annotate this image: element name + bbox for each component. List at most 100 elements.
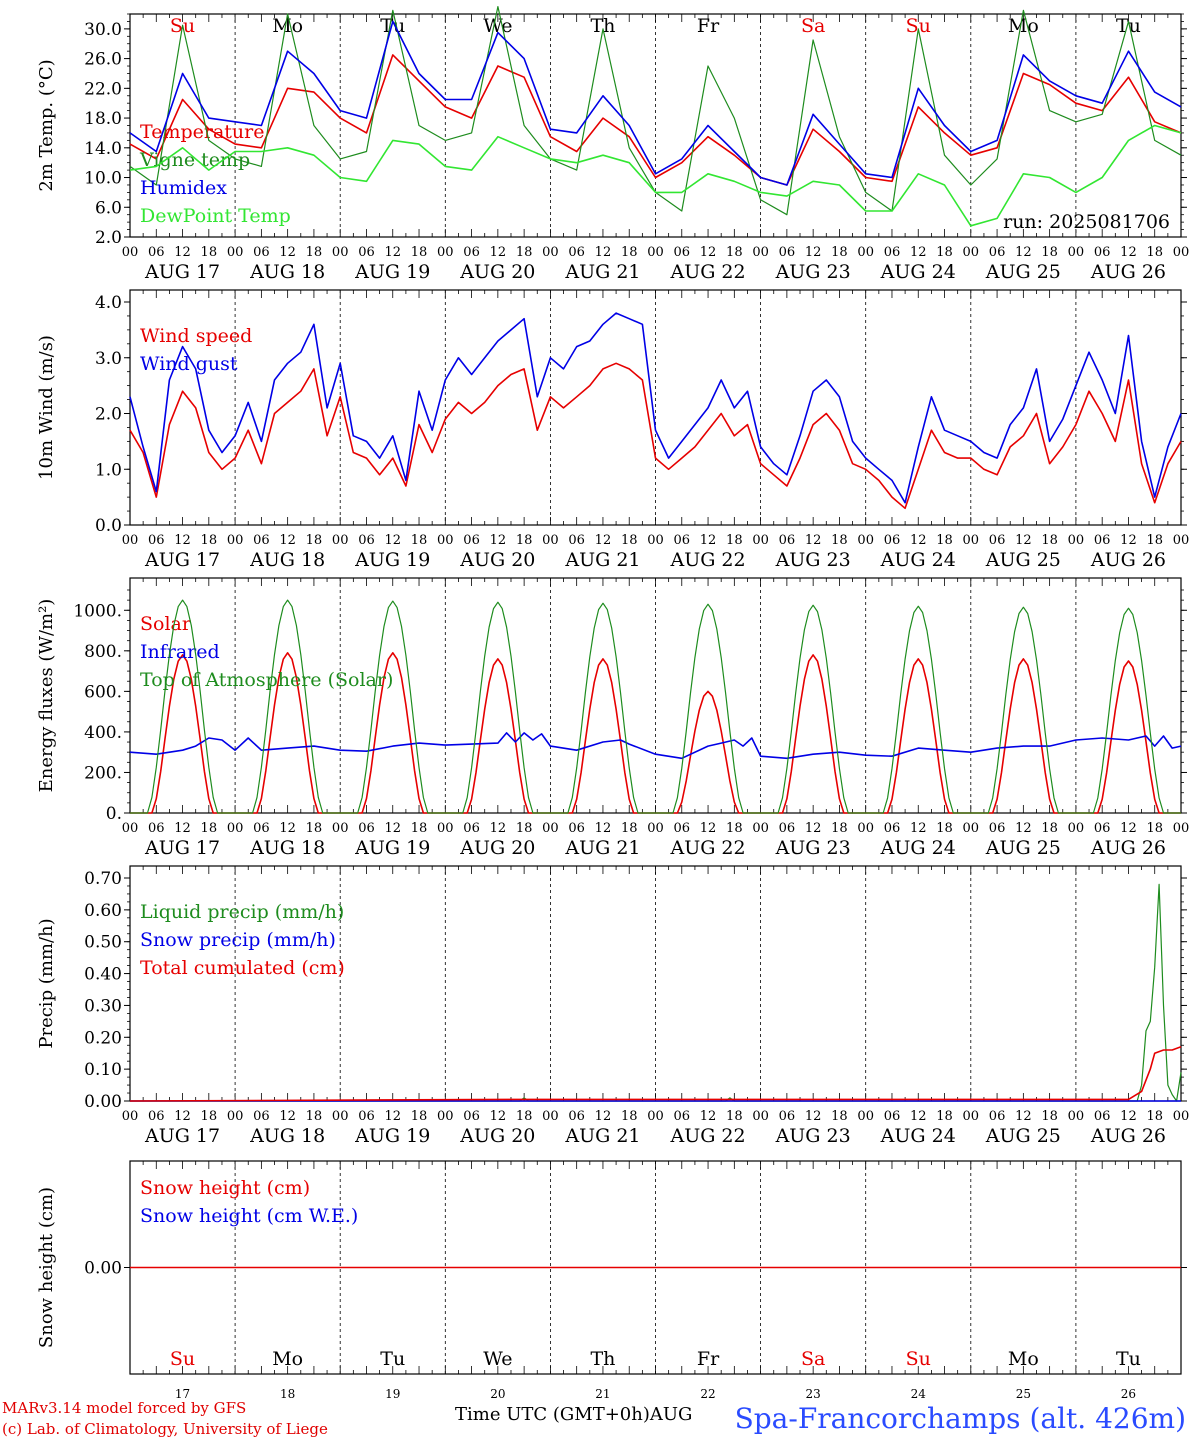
x-hour-label: 06 [463,245,480,260]
x-hour-label: 00 [542,245,559,260]
x-date-label: AUG 22 [669,837,745,859]
x-hour-label: 00 [963,533,980,548]
x-hour-label: 06 [884,821,901,836]
x-date-label: AUG 26 [1090,549,1166,571]
x-hour-label: 00 [1173,821,1190,836]
x-date-label: AUG 21 [564,261,640,283]
x-hour-label: 18 [411,245,428,260]
x-hour-label: 18 [621,1109,638,1124]
x-hour-label: 06 [674,821,691,836]
station-name: Spa-Francorchamps (alt. 426m) [734,1402,1186,1435]
weekday-label: Tu [1116,1348,1141,1370]
x-hour-label: 18 [306,533,323,548]
x-date-label: AUG 21 [564,549,640,571]
credit-line-1: MARv3.14 model forced by GFS [2,1399,247,1417]
x-hour-label: 12 [910,533,927,548]
x-hour-label: 18 [411,821,428,836]
x-hour-label: 06 [148,533,165,548]
day-number-label: 26 [1121,1387,1136,1401]
x-date-label: AUG 21 [564,837,640,859]
x-hour-label: 06 [253,533,270,548]
x-hour-label: 06 [989,821,1006,836]
series-line-humidex [129,20,1182,186]
weekday-label: Mo [272,15,303,37]
weekday-label: Su [906,1348,931,1370]
x-hour-label: 12 [174,1109,191,1124]
y-tick-label: 0.00 [84,1092,122,1112]
x-hour-label: 18 [516,821,533,836]
y-tick-label: 0.40 [84,965,122,985]
x-hour-label: 06 [463,821,480,836]
y-axis-title: Snow height (cm) [36,1187,57,1348]
x-hour-label: 12 [174,245,191,260]
x-date-label: AUG 20 [459,1125,535,1147]
x-hour-label: 00 [1173,245,1190,260]
y-tick-label: 0.30 [84,996,122,1016]
x-hour-label: 00 [122,1109,139,1124]
x-hour-label: 12 [910,1109,927,1124]
x-hour-label: 00 [437,533,454,548]
x-hour-label: 06 [884,533,901,548]
x-hour-label: 00 [332,245,349,260]
x-hour-label: 18 [831,821,848,836]
x-date-label: AUG 20 [459,549,535,571]
x-hour-label: 12 [384,821,401,836]
x-hour-label: 00 [332,533,349,548]
x-date-label: AUG 19 [354,837,430,859]
weekday-label: Sa [801,15,825,37]
x-hour-label: 00 [752,1109,769,1124]
y-axis-title: Energy fluxes (W/m²) [36,599,57,793]
x-hour-label: 12 [910,245,927,260]
x-hour-label: 18 [1041,245,1058,260]
series-line-wind-speed [129,362,1182,510]
x-hour-label: 00 [752,245,769,260]
x-hour-label: 06 [148,245,165,260]
x-hour-label: 06 [358,821,375,836]
x-hour-label: 12 [700,533,717,548]
x-hour-label: 00 [647,1109,664,1124]
y-tick-label: 26.0 [84,50,122,70]
y-tick-label: 0.70 [84,869,122,889]
x-hour-label: 12 [805,1109,822,1124]
x-hour-label: 18 [201,1109,218,1124]
x-hour-label: 12 [910,821,927,836]
x-date-label: AUG 18 [249,549,325,571]
x-hour-label: 18 [726,533,743,548]
x-hour-label: 18 [1041,1109,1058,1124]
x-hour-label: 06 [568,821,585,836]
run-annotation: run: 2025081706 [1003,211,1170,233]
weekday-label: Fr [697,1348,720,1370]
legend-entry: Liquid precip (mm/h) [140,901,344,923]
legend-entry: Snow precip (mm/h) [140,929,336,951]
x-hour-label: 00 [963,821,980,836]
y-tick-label: 6.0 [95,198,122,218]
x-hour-label: 00 [1068,245,1085,260]
x-hour-label: 06 [884,1109,901,1124]
y-tick-label: 22.0 [84,79,122,99]
x-hour-label: 00 [857,821,874,836]
x-hour-label: 18 [201,821,218,836]
credit-line-2: (c) Lab. of Climatology, University of L… [2,1420,328,1438]
y-tick-label: 0.50 [84,933,122,953]
y-tick-label: 2.0 [95,405,122,425]
x-date-label: AUG 26 [1090,837,1166,859]
x-hour-label: 18 [1041,821,1058,836]
x-date-label: AUG 17 [144,1125,220,1147]
x-date-label: AUG 25 [985,261,1061,283]
x-hour-label: 12 [174,533,191,548]
x-hour-label: 06 [779,1109,796,1124]
x-hour-label: 12 [805,533,822,548]
x-hour-label: 18 [621,245,638,260]
x-date-label: AUG 23 [775,261,851,283]
x-date-label: AUG 19 [354,1125,430,1147]
y-axis-title: 2m Temp. (°C) [36,59,57,191]
weekday-label: Mo [272,1348,303,1370]
x-hour-label: 00 [332,821,349,836]
weekday-label: Tu [380,15,405,37]
x-hour-label: 06 [148,1109,165,1124]
y-tick-label: 0.60 [84,901,122,921]
x-hour-label: 00 [1173,533,1190,548]
x-hour-label: 12 [279,245,296,260]
weekday-label: Mo [1008,15,1039,37]
y-tick-label: 0.20 [84,1028,122,1048]
